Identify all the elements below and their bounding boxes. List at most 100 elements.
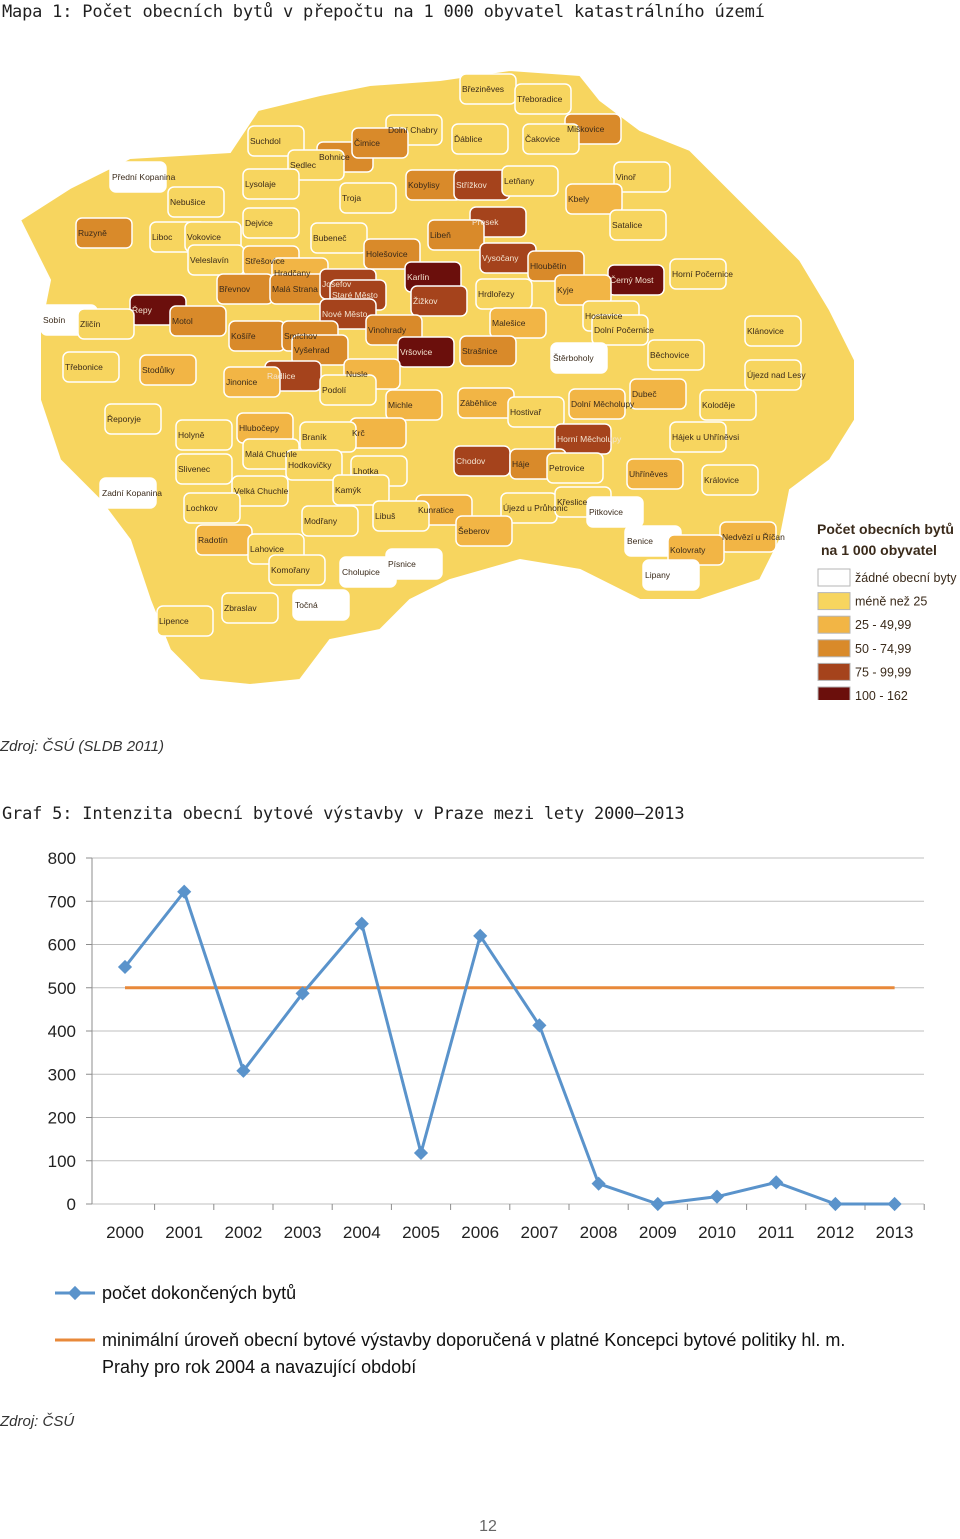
map-district-area — [242, 168, 300, 200]
x-tick-label: 2000 — [106, 1223, 144, 1242]
map-district-area — [287, 149, 345, 181]
y-tick-label: 200 — [48, 1109, 76, 1128]
map-district-area — [609, 209, 667, 241]
x-tick-label: 2012 — [816, 1223, 854, 1242]
y-tick-label: 300 — [48, 1065, 76, 1084]
map-district-area — [642, 559, 700, 591]
map-district-label: Podolí — [322, 385, 347, 395]
map-district-label: Hostivař — [510, 407, 541, 417]
map-district-label: Točná — [295, 600, 318, 610]
map-district-label: Lysolaje — [245, 179, 276, 189]
map-district-area — [183, 492, 241, 524]
map-district-label: Sobín — [43, 315, 65, 325]
x-tick-label: 2013 — [876, 1223, 914, 1242]
x-tick-label: 2001 — [165, 1223, 203, 1242]
map-district-label: Ďáblice — [454, 134, 483, 144]
map-district-label: Dolní Počernice — [594, 325, 654, 335]
x-tick-label: 2009 — [639, 1223, 677, 1242]
map-district-label: Holyně — [178, 430, 205, 440]
map-district-label: Malešice — [492, 318, 526, 328]
map-district-label: Újezd u Průhonic — [503, 503, 568, 513]
map-district-label: Střížkov — [456, 180, 487, 190]
data-point-completed — [650, 1196, 665, 1212]
x-tick-label: 2011 — [758, 1223, 795, 1242]
legend-swatch — [817, 615, 851, 634]
data-point-completed — [295, 986, 310, 1001]
y-tick-label: 0 — [67, 1195, 76, 1214]
x-tick-label: 2003 — [284, 1223, 322, 1242]
map-district-label: Horní Měcholupy — [557, 434, 622, 444]
map-district-area — [268, 554, 326, 586]
map-district-label: Satalice — [612, 220, 643, 230]
map-district-label: Veleslavín — [190, 255, 229, 265]
map-district-label: Cholupice — [342, 567, 380, 577]
map-district-area — [501, 165, 559, 197]
map-district-area — [591, 314, 649, 346]
map-district-label: Kolovraty — [670, 545, 706, 555]
map-district-label: Prosek — [472, 217, 499, 227]
map-district-label: Horní Počernice — [672, 269, 733, 279]
map-district-label: Břevnov — [219, 284, 251, 294]
legend-item-label: 50 - 74,99 — [855, 642, 911, 656]
map-district-area — [669, 258, 727, 290]
legend-swatch — [817, 592, 851, 611]
data-point-completed — [413, 1145, 429, 1161]
map-district-label: Lipence — [159, 616, 189, 626]
chart-source: Zdroj: ČSÚ — [0, 1413, 75, 1430]
map-district-label: Nebušice — [170, 197, 206, 207]
legend-item-label: 75 - 99,99 — [855, 665, 911, 679]
map-district-area — [385, 389, 443, 421]
map-district-area — [310, 222, 368, 254]
map-district-area — [522, 123, 580, 155]
map-district-label: Strašnice — [462, 346, 498, 356]
map-district-label: Běchovice — [650, 350, 689, 360]
map-district-area — [507, 396, 565, 428]
map-district-area — [514, 83, 572, 115]
map-district-label: Přední Kopanina — [112, 172, 176, 182]
x-axis-ticks: 2000 2001 2002 2003 2004 2005 2006 2007 2008 2009… — [106, 1223, 913, 1242]
map-district-label: Suchdol — [250, 136, 281, 146]
map-district-label: Lhotka — [353, 466, 379, 476]
map-district-label: Řeporyje — [107, 414, 141, 424]
legend-item-label: 100 - 162 — [855, 689, 908, 700]
map-district-label: Dejvice — [245, 218, 273, 228]
map-legend: Počet obecních bytů na 1 000 obyvatel žá… — [817, 521, 957, 700]
map-district-area — [99, 477, 157, 509]
map-legend-title: na 1 000 obyvatel — [821, 542, 937, 558]
map-district-area — [247, 125, 305, 157]
map-district-label: Střešovice — [245, 256, 285, 266]
map-district-area — [613, 161, 671, 193]
map-district-label: Vyšehrad — [294, 345, 330, 355]
map-district-area — [62, 351, 120, 383]
map-district-area — [167, 186, 225, 218]
map-district-label: Jinonice — [226, 377, 257, 387]
map-district-area — [339, 556, 397, 588]
legend-item-label: méně než 25 — [855, 595, 927, 609]
map-district-area — [156, 605, 214, 637]
map-district-area — [568, 388, 626, 420]
chart-series — [117, 884, 902, 1212]
legend-swatch — [817, 639, 851, 658]
map-district-area — [339, 182, 397, 214]
map-district-area — [565, 183, 623, 215]
map-district-label: Třeboradice — [517, 94, 563, 104]
map-district-label: Třebonice — [65, 362, 103, 372]
y-tick-label: 700 — [48, 892, 76, 911]
data-point-completed — [828, 1196, 843, 1212]
map-district-label: Vinoř — [616, 172, 636, 182]
prague-choropleth-map: Březiněves Třeboradice Suchdol Dolní Chabry… — [18, 68, 957, 700]
map-district-label: Lipany — [645, 570, 671, 580]
map-source: Zdroj: ČSÚ (SLDB 2011) — [0, 738, 164, 755]
map-district-area — [319, 374, 377, 406]
map-district-area — [427, 219, 485, 251]
map-district-label: Letňany — [504, 176, 535, 186]
map-district-label: Michle — [388, 400, 413, 410]
map-district-area — [175, 453, 233, 485]
map-district-label: Lochkov — [186, 503, 218, 513]
legend-label-minimum: minimální úroveň obecní bytové výstavby … — [102, 1330, 845, 1350]
map-district-label: Nové Město — [322, 309, 368, 319]
data-point-completed — [769, 1175, 784, 1190]
map-district-label: Hradčany — [274, 268, 311, 278]
map-district-label: Ruzyně — [78, 228, 107, 238]
